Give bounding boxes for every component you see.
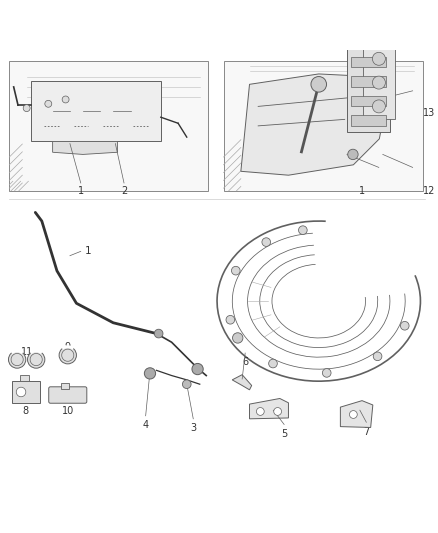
Text: 11: 11 [21, 346, 33, 357]
Circle shape [372, 100, 385, 113]
Circle shape [262, 238, 271, 246]
Text: 7: 7 [363, 426, 370, 437]
Bar [351, 95, 386, 107]
Text: 6: 6 [242, 357, 248, 367]
Circle shape [268, 359, 277, 368]
Bar [351, 76, 386, 87]
Polygon shape [241, 74, 388, 175]
Text: 12: 12 [423, 187, 435, 197]
Circle shape [372, 28, 385, 42]
Circle shape [350, 410, 357, 418]
Text: 5: 5 [281, 429, 287, 439]
Text: 2: 2 [121, 185, 127, 196]
Circle shape [28, 351, 45, 368]
Text: 1: 1 [359, 187, 365, 197]
Polygon shape [340, 401, 373, 427]
Circle shape [23, 104, 30, 111]
Text: 13: 13 [423, 108, 435, 118]
Circle shape [372, 76, 385, 89]
Bar [223, 61, 423, 191]
Circle shape [311, 77, 327, 92]
Text: 8: 8 [23, 406, 29, 416]
Bar [363, 0, 396, 119]
Circle shape [226, 316, 235, 324]
Circle shape [373, 352, 382, 361]
Bar [31, 81, 161, 141]
Circle shape [62, 96, 69, 103]
Circle shape [233, 333, 243, 343]
Bar [9, 61, 208, 191]
Circle shape [372, 52, 385, 65]
Circle shape [8, 351, 26, 368]
Bar [11, 381, 40, 403]
Circle shape [256, 408, 264, 415]
Polygon shape [53, 141, 117, 155]
Text: 3: 3 [190, 423, 196, 433]
Bar [20, 375, 29, 381]
Bar [347, 37, 390, 132]
Circle shape [154, 329, 163, 338]
Circle shape [348, 149, 358, 159]
Text: 4: 4 [143, 420, 149, 430]
Circle shape [400, 321, 409, 330]
FancyBboxPatch shape [49, 387, 87, 403]
Text: 1: 1 [85, 246, 92, 256]
Polygon shape [250, 399, 289, 419]
Circle shape [372, 5, 385, 18]
Circle shape [322, 368, 331, 377]
Circle shape [231, 266, 240, 275]
Circle shape [145, 368, 155, 379]
Circle shape [45, 100, 52, 107]
Bar [351, 115, 386, 126]
Circle shape [183, 380, 191, 389]
Bar [61, 383, 69, 389]
Circle shape [299, 226, 307, 235]
Text: 10: 10 [62, 406, 74, 416]
Circle shape [16, 387, 26, 397]
Circle shape [192, 364, 203, 375]
Bar [351, 56, 386, 68]
Circle shape [274, 408, 282, 415]
Text: 9: 9 [65, 342, 71, 352]
Text: 1: 1 [78, 185, 84, 196]
Polygon shape [232, 375, 252, 390]
Circle shape [59, 346, 76, 364]
